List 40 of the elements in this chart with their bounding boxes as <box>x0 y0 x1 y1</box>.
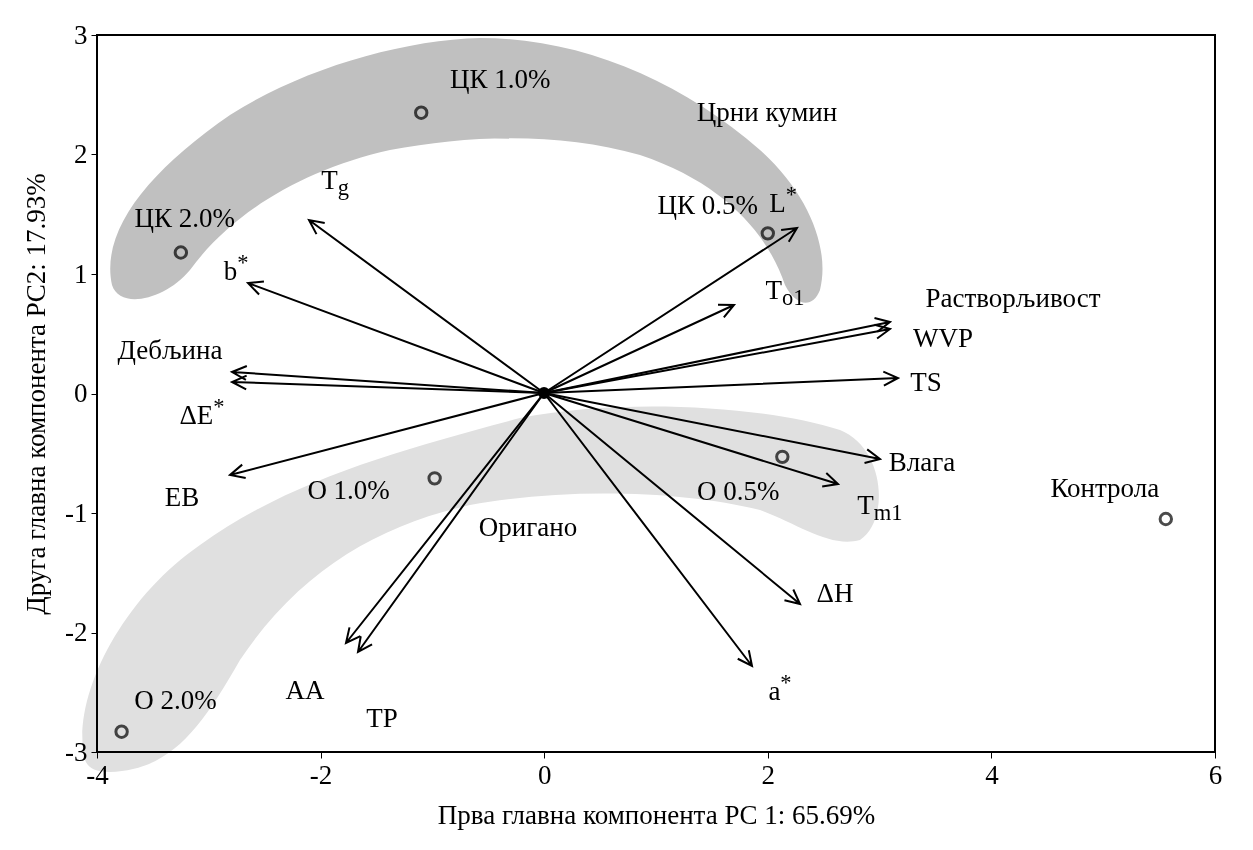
x-tick-label: 0 <box>537 759 552 790</box>
series-label: ЦК 1.0% <box>449 63 551 95</box>
annotation: a$^{*}$ <box>768 669 792 707</box>
y-axis-title: Друга главна компонента PC2: 17.93% <box>21 173 52 615</box>
x-tick-label: 2 <box>761 759 776 790</box>
x-tick-label: 4 <box>985 759 1000 790</box>
annotation: Црни кумин <box>696 96 838 128</box>
annotation: T$_{m1}$ <box>857 489 903 527</box>
annotation: ΔH <box>816 577 854 609</box>
annotation: EB <box>164 481 200 513</box>
series-label: О 0.5% <box>697 475 780 507</box>
y-tick-label: 1 <box>74 258 88 289</box>
series-label: ЦК 0.5% <box>657 189 759 221</box>
series-label: ЦК 2.0% <box>134 202 236 234</box>
annotation: b$^{*}$ <box>223 249 249 287</box>
x-tick-label: 6 <box>1208 759 1223 790</box>
series-label: Контрола <box>1050 472 1160 504</box>
x-tick-label: -4 <box>86 759 110 790</box>
y-tick-label: -3 <box>65 736 88 767</box>
y-tick-label: -1 <box>65 497 88 528</box>
y-tick-label: 0 <box>74 378 88 408</box>
x-axis-title: Прва главна компонента PC 1: 65.69% <box>437 799 876 830</box>
annotation: L$^{*}$ <box>769 181 797 219</box>
legend-label: О 1.0% <box>307 474 390 506</box>
x-tick-label: -2 <box>309 759 333 790</box>
annotation: AA <box>285 674 325 706</box>
annotation: Растворљивост <box>925 282 1101 314</box>
annotation: WVP <box>913 322 973 354</box>
y-tick-label: -2 <box>65 617 88 647</box>
annotation: Влага <box>888 446 956 478</box>
annotation: TP <box>366 702 398 734</box>
annotation: T$_{o1}$ <box>765 274 805 312</box>
annotation: T$_{g}$ <box>321 164 349 202</box>
series-label: О 2.0% <box>134 684 217 716</box>
annotation: ΔE$^{*}$ <box>179 393 225 431</box>
y-tick-label: 2 <box>74 139 88 169</box>
annotation: TS <box>910 366 942 398</box>
annotation: Дебљина <box>117 334 223 366</box>
annotation: Оригано <box>478 511 578 543</box>
y-tick-label: 3 <box>74 19 88 50</box>
